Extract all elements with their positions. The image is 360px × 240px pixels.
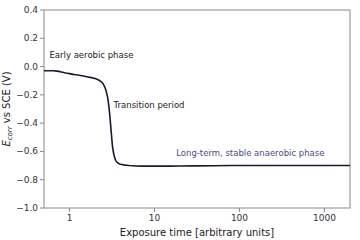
y-tick-label: 0.0 xyxy=(24,62,39,72)
annotation: Early aerobic phase xyxy=(49,50,133,60)
y-axis-label: Ecorr vs SCE (V) xyxy=(1,71,14,146)
x-tick xyxy=(69,208,70,212)
y-tick-label: −1.0 xyxy=(16,203,38,213)
x-tick-label: 1 xyxy=(67,213,73,223)
y-tick xyxy=(40,123,44,124)
chart: −1.0 −0.8 −0.6 −0.4 −0.2 0.0 0.2 0.4 1 10 100 1000 E… xyxy=(0,0,360,240)
plot-area xyxy=(44,71,350,166)
x-axis-label: Exposure time [arbitrary units] xyxy=(120,227,274,238)
y-tick-label: 0.2 xyxy=(24,33,38,43)
annotation: Long-term, stable anaerobic phase xyxy=(176,148,324,158)
x-tick-label: 10 xyxy=(149,213,161,223)
y-tick-label: −0.8 xyxy=(16,175,38,185)
y-tick-label: −0.2 xyxy=(16,90,38,100)
y-tick-label: 0.4 xyxy=(24,5,39,15)
x-tick xyxy=(154,208,155,212)
y-tick xyxy=(40,179,44,180)
y-tick xyxy=(40,151,44,152)
y-tick xyxy=(40,66,44,67)
annotation: Transition period xyxy=(113,100,185,110)
y-tick xyxy=(40,208,44,209)
x-tick-label: 100 xyxy=(231,213,248,223)
y-tick-label: −0.6 xyxy=(16,146,38,156)
curve xyxy=(44,71,350,166)
y-tick xyxy=(40,94,44,95)
y-tick xyxy=(40,10,44,11)
y-tick-label: −0.4 xyxy=(16,118,38,128)
plot-frame xyxy=(44,10,350,208)
x-tick-label: 1000 xyxy=(313,213,336,223)
x-tick xyxy=(239,208,240,212)
x-tick xyxy=(324,208,325,212)
y-tick xyxy=(40,38,44,39)
